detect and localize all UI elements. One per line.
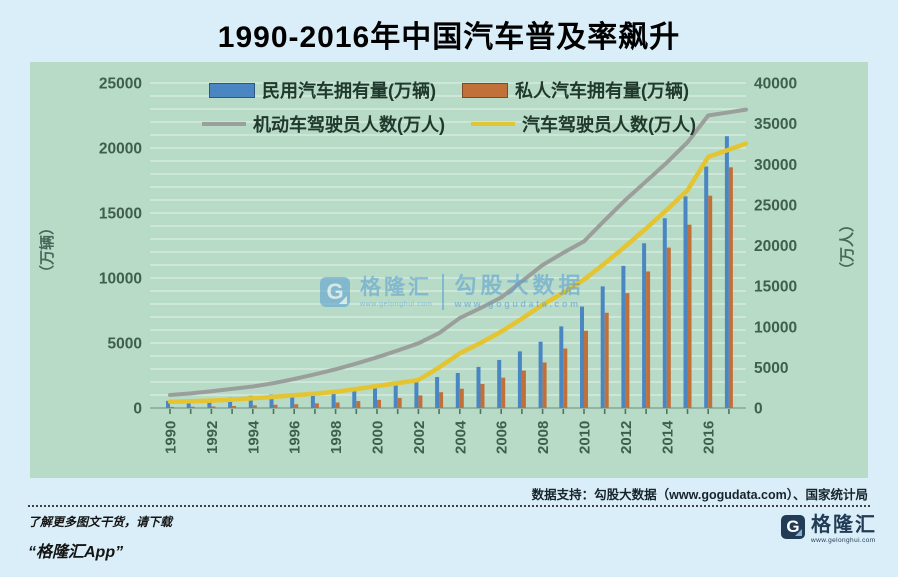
- legend-swatch-bar-orange-icon: [462, 82, 508, 98]
- svg-text:（万人）: （万人）: [838, 217, 856, 277]
- svg-text:5000: 5000: [108, 336, 142, 353]
- center-watermark: G 格隆汇 www.gelonghui.com 勾股大数据 www.goguda…: [320, 274, 584, 310]
- svg-text:1992: 1992: [204, 421, 221, 454]
- chart-panel: 0 5000 10000 15000 20000 25000 0 5000 10000 15000…: [30, 62, 868, 478]
- svg-text:2012: 2012: [618, 421, 635, 454]
- legend-swatch-line-yellow-icon: [471, 122, 515, 126]
- legend-item-civil-vehicles: 民用汽车拥有量(万辆): [209, 77, 436, 103]
- svg-text:10000: 10000: [99, 271, 142, 288]
- svg-text:0: 0: [133, 401, 142, 418]
- footer-logo-text-block: 格隆汇 www.gelonghui.com: [811, 515, 877, 545]
- gelonghui-logo-icon: G: [320, 277, 350, 307]
- svg-text:25000: 25000: [754, 197, 797, 214]
- svg-text:15000: 15000: [99, 206, 142, 223]
- svg-text:2010: 2010: [577, 421, 594, 454]
- svg-text:1996: 1996: [287, 421, 304, 454]
- watermark-partner-url: www.gogudata.com: [454, 299, 581, 309]
- watermark-brand-name: 格隆汇: [360, 275, 432, 299]
- watermark-brand-url: www.gelonghui.com: [360, 300, 433, 308]
- watermark-partner-name: 勾股大数据: [454, 273, 585, 298]
- legend-swatch-line-gray-icon: [202, 122, 246, 126]
- gelonghui-logo-icon: G: [781, 515, 805, 539]
- watermark-partner-block: 勾股大数据 www.gogudata.com: [454, 275, 584, 309]
- promo-text-line2: “格隆汇App”: [28, 544, 124, 561]
- footer-logo: G 格隆汇 www.gelonghui.com: [781, 515, 877, 545]
- footer-logo-url: www.gelonghui.com: [811, 537, 876, 544]
- chart-plot: 0 5000 10000 15000 20000 25000 0 5000 10000 15000…: [38, 76, 856, 455]
- svg-text:40000: 40000: [754, 76, 797, 93]
- svg-text:1990: 1990: [163, 421, 180, 454]
- legend-row-1: 民用汽车拥有量(万辆) 私人汽车拥有量(万辆): [209, 77, 689, 103]
- svg-text:15000: 15000: [754, 279, 797, 296]
- svg-text:2008: 2008: [535, 421, 552, 454]
- svg-text:10000: 10000: [754, 319, 797, 336]
- svg-text:30000: 30000: [754, 157, 797, 174]
- svg-text:0: 0: [754, 401, 763, 418]
- promo-text-line1: 了解更多图文干货，请下载: [28, 515, 173, 529]
- svg-text:35000: 35000: [754, 116, 797, 133]
- svg-text:5000: 5000: [754, 360, 788, 377]
- watermark-divider: [442, 274, 445, 310]
- legend-item-motor-drivers: 机动车驾驶员人数(万人): [202, 111, 445, 137]
- svg-text:20000: 20000: [754, 238, 797, 255]
- dotted-divider: [28, 505, 870, 507]
- chart-legend: 民用汽车拥有量(万辆) 私人汽车拥有量(万辆) 机动车驾驶员人数(万人) 汽车驾…: [30, 77, 868, 137]
- legend-label: 汽车驾驶员人数(万人): [522, 115, 696, 135]
- watermark-brand-block: 格隆汇 www.gelonghui.com: [360, 277, 432, 308]
- footer-logo-name: 格隆汇: [811, 514, 877, 536]
- svg-text:2016: 2016: [701, 421, 718, 454]
- legend-label: 民用汽车拥有量(万辆): [262, 81, 436, 101]
- page-title: 1990-2016年中国汽车普及率飙升: [217, 21, 681, 54]
- svg-text:（万辆）: （万辆）: [38, 220, 56, 280]
- legend-label: 私人汽车拥有量(万辆): [515, 81, 689, 101]
- legend-item-auto-drivers: 汽车驾驶员人数(万人): [471, 111, 696, 137]
- svg-text:2006: 2006: [494, 421, 511, 454]
- data-support-note: 数据支持：勾股大数据（www.gogudata.com）、国家统计局: [531, 488, 868, 502]
- svg-text:2004: 2004: [452, 420, 469, 454]
- legend-label: 机动车驾驶员人数(万人): [253, 115, 445, 135]
- svg-text:2000: 2000: [370, 421, 387, 454]
- svg-text:1994: 1994: [245, 420, 262, 454]
- svg-text:2002: 2002: [411, 421, 428, 454]
- legend-swatch-bar-blue-icon: [209, 82, 255, 98]
- svg-text:1998: 1998: [328, 421, 345, 454]
- legend-item-private-vehicles: 私人汽车拥有量(万辆): [462, 77, 689, 103]
- svg-text:25000: 25000: [99, 76, 142, 93]
- svg-text:20000: 20000: [99, 141, 142, 158]
- svg-text:2014: 2014: [659, 420, 676, 454]
- legend-row-2: 机动车驾驶员人数(万人) 汽车驾驶员人数(万人): [202, 111, 696, 137]
